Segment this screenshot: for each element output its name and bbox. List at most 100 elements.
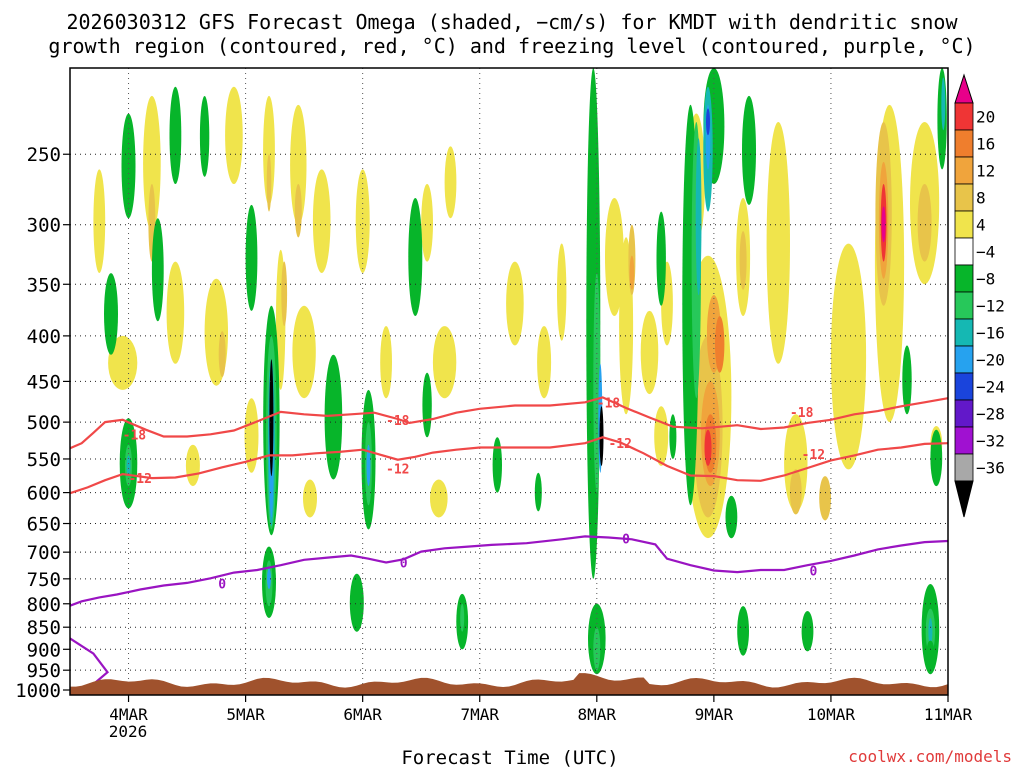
omega-region <box>355 169 370 273</box>
omega-region <box>366 444 371 487</box>
omega-region <box>245 204 258 311</box>
x-tick-label: 7MAR <box>460 705 499 724</box>
omega-region <box>766 121 790 364</box>
omega-region <box>422 372 432 438</box>
contour-line <box>69 396 949 450</box>
colorbar-swatch <box>954 426 974 455</box>
colorbar-swatch <box>954 264 974 293</box>
colorbar-swatch <box>954 210 974 239</box>
x-tick-label: 5MAR <box>226 705 265 724</box>
contour-label: -18 <box>597 396 621 411</box>
omega-region <box>380 326 392 399</box>
colorbar-label: 12 <box>976 162 995 181</box>
omega-region <box>737 606 749 656</box>
x-axis-time: 4MAR 5MAR 6MAR 7MAR 8MAR 9MAR 10MAR 11MAR <box>109 695 972 724</box>
colorbar-arrow-top <box>954 73 974 104</box>
omega-region <box>557 243 567 341</box>
terrain-ground <box>70 673 948 695</box>
colorbar-swatch <box>954 102 974 131</box>
colorbar: 20 16 12 8 4 −4 −8 −12 −16 −20 −24 −28 −32 −36 <box>954 73 1005 518</box>
credit-text: coolwx.com/models <box>848 747 1012 766</box>
omega-region <box>421 184 433 262</box>
chart-title-line-1: 2026030312 GFS Forecast Omega (shaded, −… <box>66 10 958 34</box>
colorbar-swatch <box>954 318 974 347</box>
colorbar-swatch <box>954 372 974 401</box>
omega-region <box>715 316 725 373</box>
contour-line <box>69 436 949 495</box>
contour-label: 0 <box>622 533 630 548</box>
omega-region <box>166 261 185 364</box>
colorbar-swatch <box>954 453 974 482</box>
omega-region <box>706 108 710 136</box>
omega-region <box>704 429 712 466</box>
omega-region <box>199 95 210 177</box>
omega-region <box>225 86 243 184</box>
plot-area: -18 -18 -18 -18 -12 -12 -12 -12 0 0 0 0 <box>69 67 949 696</box>
x-tick-label: 10MAR <box>807 705 856 724</box>
omega-region <box>266 154 272 212</box>
x-tick-label: 4MAR <box>109 705 148 724</box>
omega-region <box>784 414 808 512</box>
chart-title-line-2: growth region (contoured, red, °C) and f… <box>48 34 975 58</box>
y-tick-label: 550 <box>27 449 61 471</box>
omega-region <box>324 354 343 480</box>
y-tick-label: 750 <box>27 569 61 591</box>
y-tick-label: 600 <box>27 483 61 505</box>
omega-region <box>303 479 317 518</box>
omega-region <box>742 95 756 205</box>
omega-region <box>349 573 364 632</box>
omega-region <box>126 455 131 477</box>
omega-region <box>739 231 747 290</box>
x-axis-title: Forecast Time (UTC) <box>401 747 618 768</box>
colorbar-arrow-bottom <box>954 480 974 518</box>
omega-region <box>537 326 552 399</box>
contour-label: 0 <box>218 577 226 592</box>
y-tick-label: 900 <box>27 639 61 661</box>
y-tick-label: 400 <box>27 326 61 348</box>
omega-region <box>819 476 831 521</box>
omega-region <box>830 243 867 470</box>
y-tick-label: 850 <box>27 617 61 639</box>
contour-label: 0 <box>400 557 408 572</box>
omega-region <box>460 603 465 632</box>
y-tick-label: 250 <box>27 144 61 166</box>
contour-label: -12 <box>802 448 825 463</box>
colorbar-swatch <box>954 399 974 428</box>
colorbar-label: −4 <box>976 243 995 262</box>
contour-label: -12 <box>128 472 151 487</box>
colorbar-label: −24 <box>976 378 1005 397</box>
colorbar-label: 4 <box>976 216 986 235</box>
omega-region <box>294 184 302 238</box>
colorbar-swatch <box>954 237 974 266</box>
omega-region <box>169 86 182 184</box>
omega-region <box>104 273 118 355</box>
omega-region <box>789 469 802 515</box>
y-tick-label: 350 <box>27 274 61 296</box>
omega-region <box>185 444 200 487</box>
omega-region <box>292 305 316 399</box>
contour-label: -12 <box>386 463 409 478</box>
omega-region <box>656 211 666 306</box>
omega-region <box>801 611 814 652</box>
omega-region <box>654 406 669 466</box>
omega-region <box>290 104 307 225</box>
omega-region <box>669 414 677 459</box>
omega-region <box>629 255 635 290</box>
omega-region <box>640 310 659 395</box>
omega-region <box>143 95 161 232</box>
colorbar-label: −16 <box>976 324 1005 343</box>
y-tick-label: 1000 <box>15 680 61 702</box>
omega-region <box>263 95 275 205</box>
colorbar-label: 16 <box>976 135 995 154</box>
contour-label: 0 <box>809 564 817 579</box>
omega-region <box>492 437 502 493</box>
contour-label: -18 <box>790 406 814 421</box>
y-tick-label: 650 <box>27 514 61 536</box>
omega-region <box>506 261 524 346</box>
contour-labels: -18 -18 -18 -18 -12 -12 -12 -12 0 0 0 0 <box>123 396 825 592</box>
y-tick-label: 300 <box>27 215 61 237</box>
y-tick-label: 450 <box>27 371 61 393</box>
contour-line <box>69 535 949 607</box>
omega-region <box>121 113 136 219</box>
